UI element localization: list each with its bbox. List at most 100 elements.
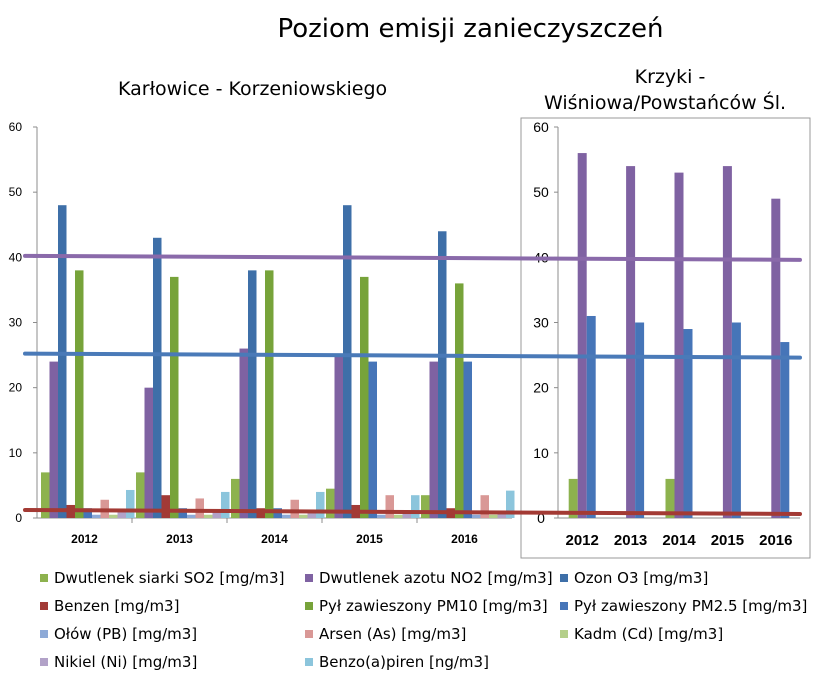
left-bar [489,514,498,518]
left-y-tick-label: 40 [9,250,23,264]
right-y-tick-label: 20 [533,380,549,396]
left-bar [455,283,464,518]
right-y-tick-label: 30 [533,315,549,331]
legend-swatch [560,629,568,638]
right-y-tick-label: 0 [537,510,545,526]
right-bar [674,172,684,518]
left-bar [239,348,248,518]
left-x-tick-label: 2013 [166,532,193,546]
left-bar [421,495,430,518]
legend-swatch [305,629,313,638]
right-bar [568,478,578,518]
right-bar [665,478,675,518]
left-bar [360,276,369,518]
left-bar [377,514,386,518]
right-bar [635,322,645,518]
right-x-tick-label: 2016 [759,532,792,549]
right-y-tick-label: 60 [533,119,549,135]
legend-item: Ozon O3 [mg/m3] [560,569,708,587]
right-chart-title-line-2: Wiśniowa/Powstańców Śl. [543,92,787,114]
left-bar [92,514,101,518]
left-bar [109,514,118,518]
right-x-tick-label: 2014 [662,532,696,549]
right-bar [586,315,596,518]
right-bar [731,322,741,518]
left-bar [144,387,153,518]
left-bar [402,511,411,518]
legend-item: Dwutlenek azotu NO2 [mg/m3] [305,569,553,587]
legend-item: Nikiel (Ni) [mg/m3] [40,653,197,671]
legend-item: Ołów (PB) [mg/m3] [40,625,197,643]
right-x-tick-label: 2013 [614,532,647,549]
left-bar [126,489,135,518]
left-bar [265,270,274,518]
legend-label: Ozon O3 [mg/m3] [574,569,709,587]
left-bar [394,514,403,518]
legend-swatch [305,573,313,582]
left-bar [49,361,58,518]
left-y-tick-label: 50 [9,185,23,199]
right-chart-title-line-1: Krzyki - [634,66,706,88]
left-bar [178,508,187,518]
left-bar [83,508,92,518]
legend-swatch [40,657,48,666]
left-x-tick-label: 2014 [261,532,288,546]
legend-swatch [305,601,313,610]
legend-label: Benzo(a)piren [ng/m3] [319,653,489,671]
right-y-tick-label: 10 [533,445,549,461]
left-y-tick-label: 10 [9,446,23,460]
left-bar [161,495,170,518]
left-bar [195,498,204,518]
left-bar [463,361,472,518]
right-chart-frame [520,117,811,559]
left-bar [472,514,481,518]
left-bar [334,355,343,518]
left-x-tick-label: 2015 [356,532,383,546]
left-bar [368,361,377,518]
left-chart-title: Karłowice - Korzeniowskiego [118,78,388,100]
left-bar [438,231,447,518]
right-bar [722,166,732,518]
legend-item: Pył zawieszony PM2.5 [mg/m3] [560,597,807,615]
left-bar [282,514,291,518]
left-bar [497,511,506,518]
legend-label: Ołów (PB) [mg/m3] [54,625,198,643]
right-y-tick-label: 50 [533,184,549,200]
left-bar [480,495,489,518]
legend-label: Kadm (Cd) [mg/m3] [574,625,724,643]
legend-item: Pył zawieszony PM10 [mg/m3] [305,597,548,615]
left-bar [75,270,84,518]
right-x-tick-label: 2012 [566,532,599,549]
left-bar [290,499,299,518]
left-bar [343,205,352,518]
legend-swatch [305,657,313,666]
legend-swatch [560,601,568,610]
left-bar [326,488,335,518]
right-bar [683,329,693,518]
legend-label: Benzen [mg/m3] [54,597,180,615]
right-bar [780,342,790,518]
right-bar [577,153,587,519]
left-bar [385,495,394,518]
legend-label: Arsen (As) [mg/m3] [319,625,467,643]
left-bar [58,205,67,518]
page-title: Poziom emisji zanieczyszczeń [277,14,664,44]
left-bar [221,491,230,518]
left-bar [41,472,50,518]
left-y-tick-label: 60 [9,120,23,134]
left-bar [307,511,316,518]
left-bar [187,514,196,518]
left-bar [506,490,515,518]
left-bar [117,511,126,518]
left-bar [429,361,438,518]
left-bar [299,514,308,518]
left-bar [411,495,420,518]
left-bar [153,237,162,519]
left-bar [170,276,179,518]
right-x-tick-label: 2015 [711,532,744,549]
reference-line [23,253,802,262]
legend-item: Benzo(a)piren [ng/m3] [305,653,489,671]
left-x-tick-label: 2016 [451,532,478,546]
legend-label: Nikiel (Ni) [mg/m3] [54,653,198,671]
